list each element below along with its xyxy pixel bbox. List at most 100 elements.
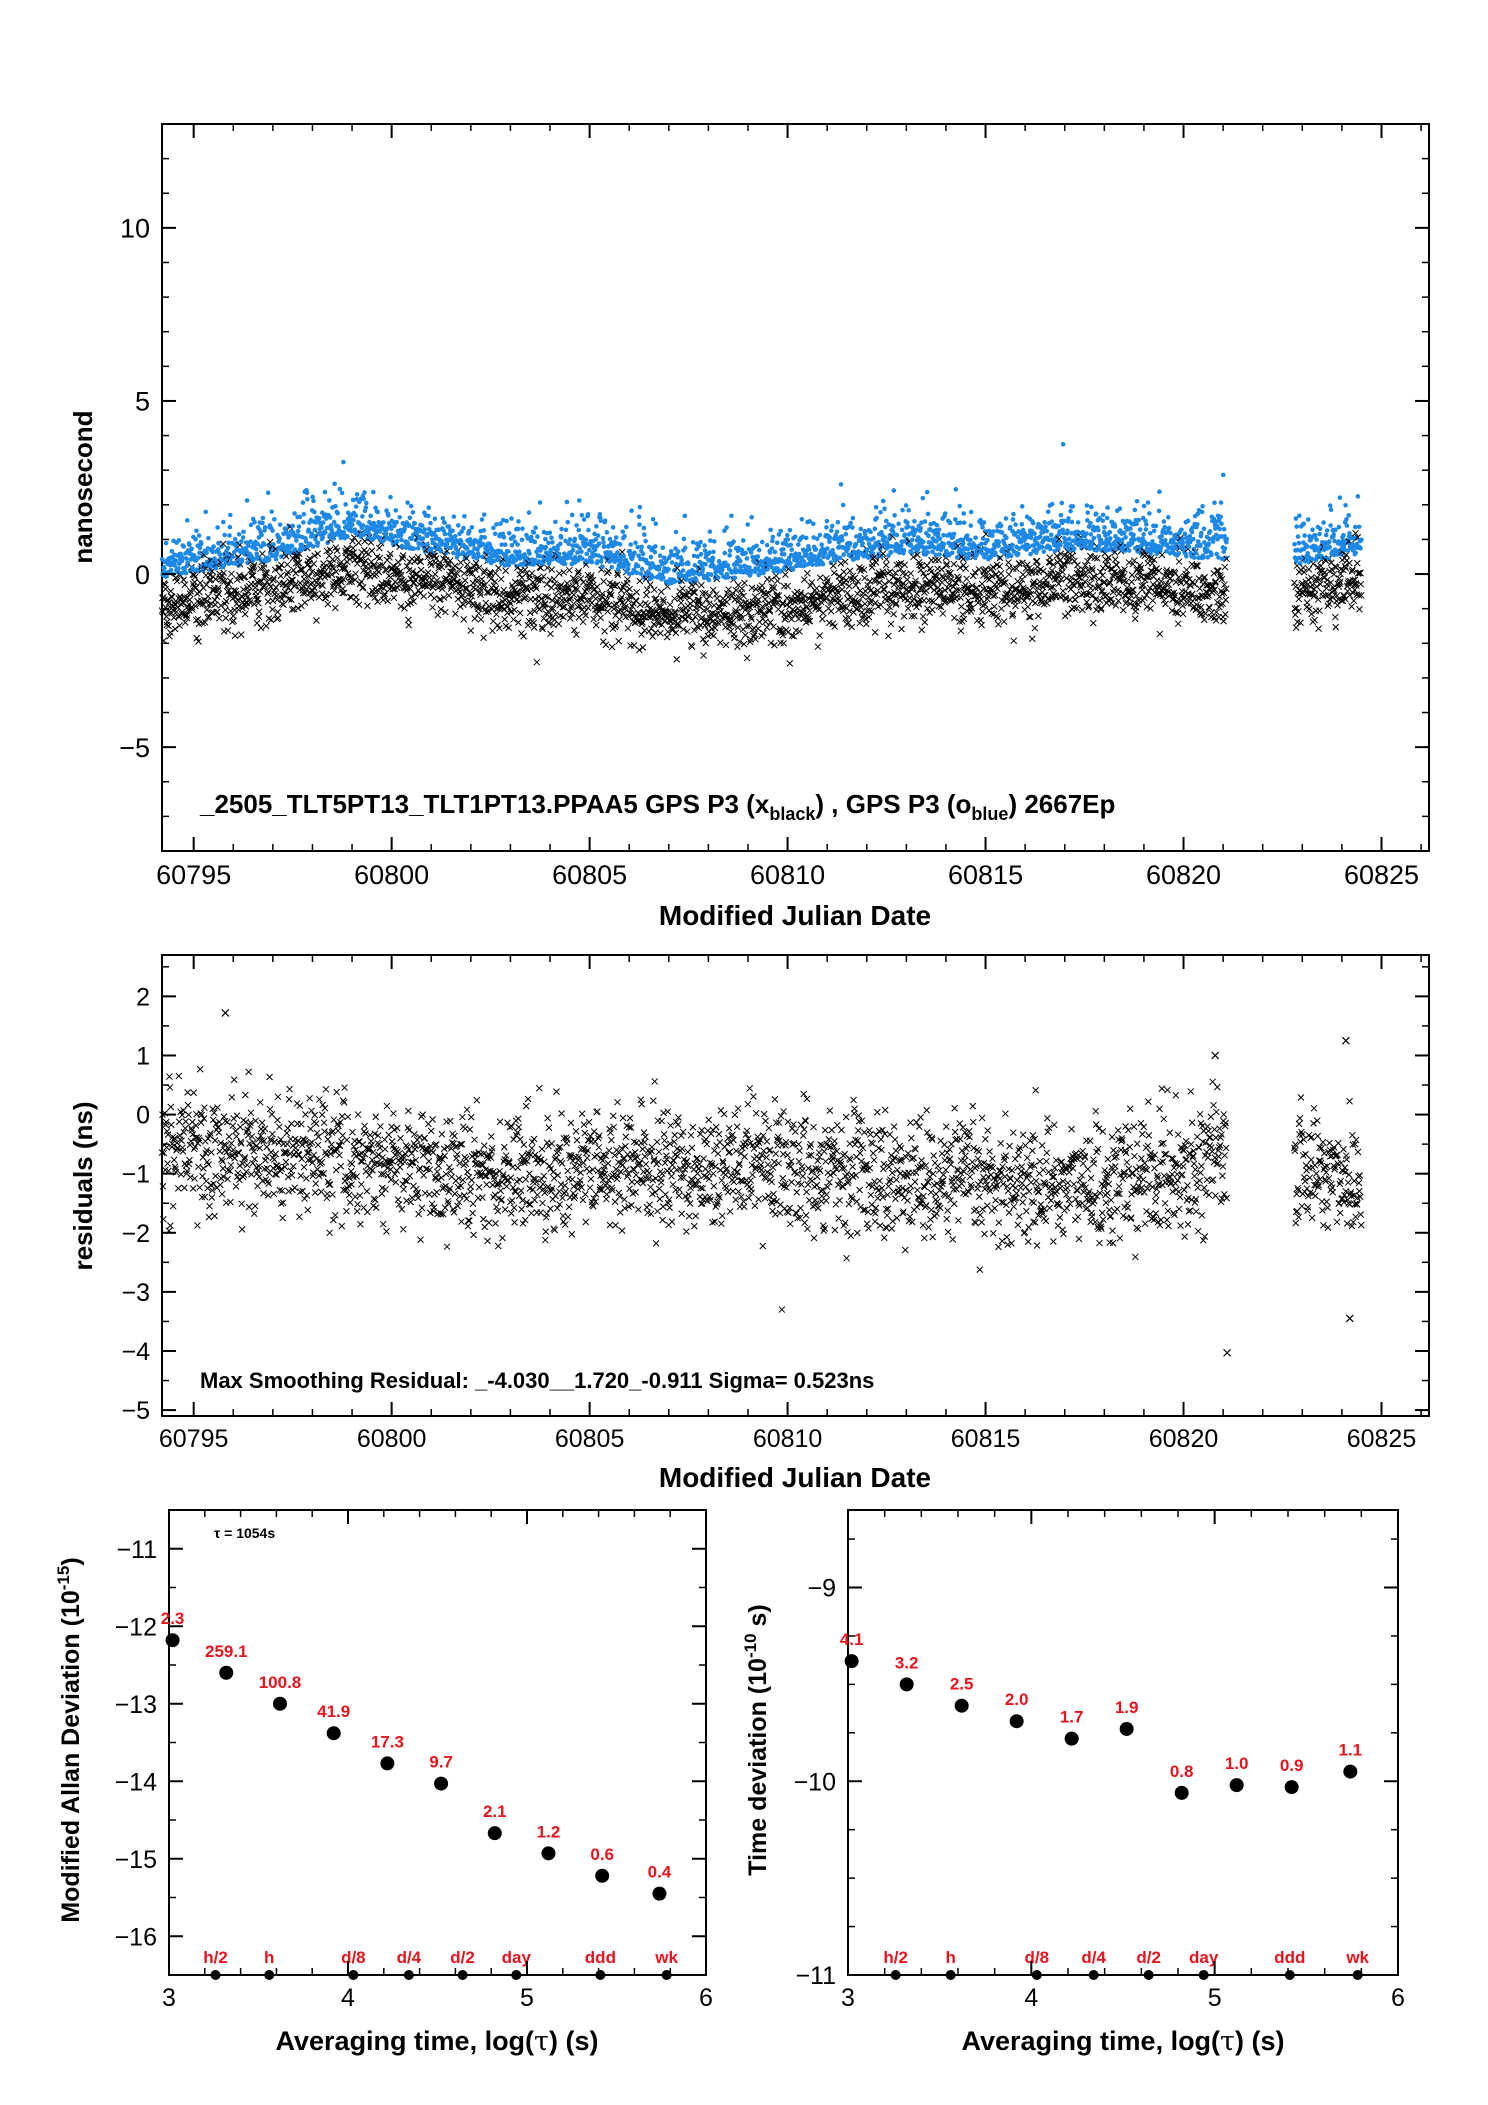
offset-plot-frame (161, 123, 1430, 852)
blue-point (643, 538, 648, 544)
x-point (1046, 559, 1054, 566)
blue-point (173, 558, 179, 564)
blue-point (737, 558, 743, 564)
x-point (882, 561, 890, 569)
blue-point (481, 512, 487, 517)
x-point (601, 627, 608, 635)
blue-point (873, 504, 879, 510)
blue-point (451, 514, 457, 519)
blue-point (194, 528, 199, 534)
blue-point (566, 541, 571, 547)
blue-point (273, 556, 279, 562)
x-point (907, 570, 915, 577)
blue-point (294, 538, 299, 543)
x-point (385, 580, 392, 588)
blue-point (986, 528, 992, 534)
blue-point (599, 555, 604, 560)
x-point (589, 576, 597, 584)
x-point (301, 571, 308, 578)
blue-point (394, 538, 400, 544)
blue-point (1207, 529, 1213, 534)
x-point (1128, 578, 1135, 586)
blue-point (1131, 532, 1136, 538)
x-point (281, 588, 289, 596)
blue-point (398, 532, 404, 538)
blue-point (653, 544, 658, 549)
x-point (371, 594, 379, 601)
blue-point (162, 566, 167, 571)
blue-point (973, 535, 978, 541)
blue-point (332, 481, 337, 487)
x-point (289, 576, 297, 584)
blue-point (1049, 501, 1055, 507)
blue-point (1011, 511, 1016, 517)
x-point (329, 583, 337, 590)
x-point (998, 605, 1005, 613)
blue-point (1191, 555, 1197, 560)
blue-point (961, 511, 967, 516)
blue-point (432, 516, 438, 522)
blue-point (905, 520, 910, 526)
blue-point (962, 551, 968, 557)
x-point (430, 594, 438, 602)
blue-point (1068, 508, 1073, 514)
x-point (978, 580, 986, 588)
x-point (467, 597, 474, 605)
blue-point (1088, 520, 1093, 526)
blue-point (378, 535, 383, 541)
x-point (288, 606, 296, 613)
blue-point (331, 519, 337, 525)
x-point (250, 562, 258, 569)
blue-point (708, 538, 713, 543)
blue-point (638, 571, 644, 576)
blue-point (770, 538, 775, 544)
blue-point (961, 520, 967, 526)
blue-point (244, 548, 249, 554)
x-point (294, 604, 302, 612)
blue-point (707, 529, 713, 534)
x-point (379, 596, 387, 604)
blue-point (702, 543, 707, 548)
blue-point (937, 536, 943, 542)
blue-point (189, 546, 194, 552)
blue-point (1028, 535, 1034, 541)
x-point (1200, 616, 1208, 624)
x-point (428, 576, 436, 584)
x-point (310, 560, 318, 568)
x-point (1009, 565, 1017, 573)
x-point (336, 561, 344, 569)
blue-point (960, 540, 966, 546)
x-point (1212, 617, 1220, 624)
blue-point (936, 527, 942, 532)
blue-point (993, 550, 998, 556)
x-point (842, 576, 850, 584)
blue-point (1193, 550, 1199, 556)
x-point (283, 571, 291, 579)
x-point (305, 573, 313, 580)
blue-point (399, 537, 404, 543)
blue-point (255, 541, 260, 547)
blue-point (711, 539, 717, 544)
x-point (997, 570, 1005, 577)
blue-point (925, 511, 931, 517)
blue-point (1162, 524, 1168, 530)
blue-point (872, 526, 878, 532)
blue-point (583, 537, 589, 542)
x-point (284, 561, 291, 568)
x-point (786, 660, 794, 667)
x-point (203, 606, 211, 614)
x-point (167, 587, 175, 595)
blue-point (947, 520, 953, 526)
x-point (800, 576, 808, 583)
x-point (181, 619, 189, 626)
blue-point (1187, 533, 1193, 539)
x-point (456, 603, 464, 610)
blue-point (289, 543, 295, 549)
x-point (533, 658, 541, 666)
x-point (710, 632, 718, 640)
x-point (220, 628, 228, 635)
blue-point (176, 566, 181, 571)
blue-point (199, 541, 204, 547)
x-point (471, 615, 479, 622)
blue-point (933, 552, 938, 558)
